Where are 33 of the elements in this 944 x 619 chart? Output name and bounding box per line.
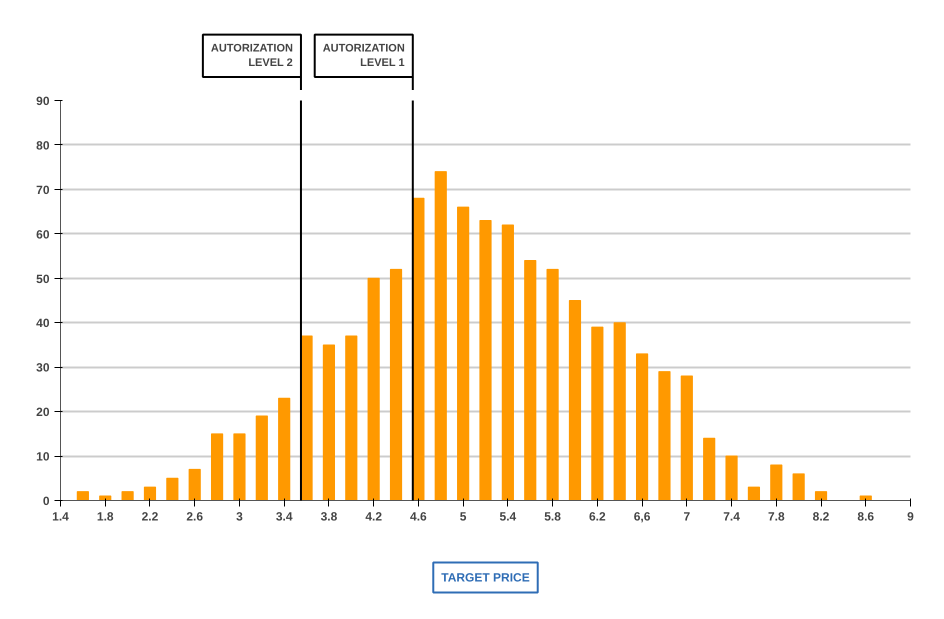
y-tick-label: 0 [42,494,50,508]
x-tick-label: 5 [460,510,467,524]
x-tick-label: 9 [907,510,914,524]
y-tick-label: 30 [36,360,50,375]
x-tick-label: 7.4 [723,510,740,524]
x-tick-label: 5.8 [544,510,562,524]
x-tick-label: 6.2 [589,510,606,524]
x-tick-label: 1.8 [96,510,114,524]
ref-line-label: AUTORIZATION LEVEL 1 [322,42,405,69]
x-tick-label: 7 [683,510,690,524]
x-tick-label: 5.4 [500,510,517,524]
x-tick-label: 1.4 [52,510,70,524]
x-tick-label: 2.2 [142,510,159,524]
x-tick-label: 4.6 [410,510,428,524]
y-tick-label: 50 [36,272,50,286]
text: TARGET PRICE [441,570,530,584]
x-tick-label: 3.8 [320,510,338,524]
x-tick-label: 6,6 [634,510,651,524]
y-tick-label: 60 [36,227,50,242]
y-tick-label: 90 [36,94,50,108]
y-tick-label: 20 [36,405,50,420]
x-tick-label: 3.4 [276,510,293,524]
y-tick-label: 80 [36,138,50,152]
x-tick-label: 8.6 [857,510,874,524]
x-tick-label: 7.8 [768,510,785,524]
x-tick-label: 8.2 [812,510,830,524]
ref-line-label: AUTORIZATION LEVEL 2 [210,42,294,69]
y-tick-label: 70 [36,182,50,197]
y-tick-label: 40 [36,316,50,330]
x-tick-label: 4.2 [365,510,382,524]
y-tick-label: 10 [36,450,50,464]
x-tick-label: 3 [236,510,244,524]
x-tick-label: 2.6 [186,510,204,524]
